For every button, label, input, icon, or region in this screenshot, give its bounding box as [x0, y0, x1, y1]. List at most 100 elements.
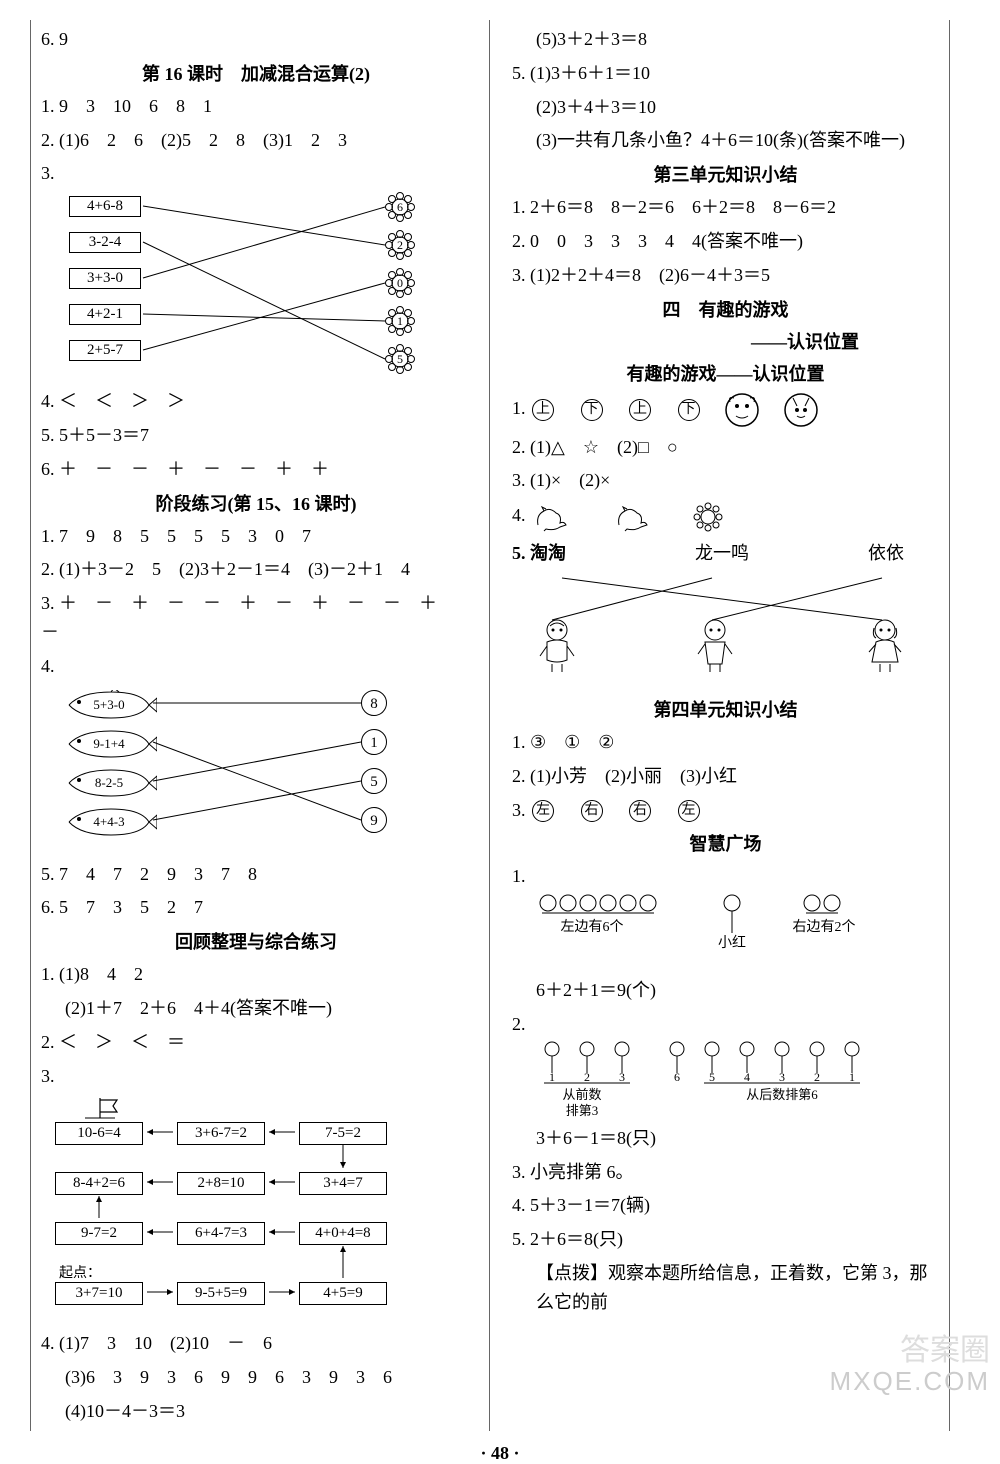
grid-box: 9-7=2	[55, 1222, 143, 1245]
flower-ring-icon	[691, 500, 725, 534]
text-line: 3. (1)2＋2＋4＝8 (2)6－4＋3＝5	[512, 261, 939, 290]
text-line: 1. ③ ① ②	[512, 728, 939, 757]
text-line: 1. 7 9 8 5 5 5 5 3 0 7	[41, 522, 471, 551]
child-icon	[860, 616, 910, 676]
fish-icon: 9-1+4	[61, 729, 157, 759]
label: 3.	[41, 163, 55, 183]
rooster-icon	[530, 501, 570, 533]
name: 依依	[868, 543, 904, 563]
text-line: (3)6 3 9 3 6 9 9 6 3 9 3 6	[41, 1363, 471, 1392]
grid-box: 3+4=7	[299, 1172, 387, 1195]
circled-char: 右	[629, 800, 651, 822]
text-line: 2. (1)＋3－2 5 (2)3＋2－1＝4 (3)－2＋1 4	[41, 555, 471, 584]
svg-text:8-2-5: 8-2-5	[95, 775, 123, 790]
circled-char: 下	[581, 399, 603, 421]
text-line: 1. (1)8 4 2	[41, 960, 471, 989]
grid-box: 8-4+2=6	[55, 1172, 143, 1195]
flower-icon: 0	[385, 268, 415, 298]
fish-label: 5+3-0	[93, 697, 124, 712]
svg-text:1: 1	[397, 314, 403, 328]
grid-box: 9-5+5=9	[177, 1282, 265, 1305]
grid-box: 10-6=4	[55, 1122, 143, 1145]
result-circle: 9	[361, 807, 387, 833]
animal-icon	[783, 392, 819, 428]
watermark-top: 答案圈	[900, 1325, 990, 1369]
expr-box: 4+6-8	[69, 196, 141, 217]
label: 1.	[512, 398, 530, 418]
watermark-bottom: MXQE.COM	[830, 1366, 990, 1397]
svg-text:2: 2	[397, 238, 403, 252]
right-column: (5)3＋2＋3＝8 5. (1)3＋6＋1＝10 (2)3＋4＋3＝10 (3…	[490, 20, 950, 1431]
text-line: 2. (1)小芳 (2)小丽 (3)小红	[512, 762, 939, 791]
text-line: 3. (1)× (2)×	[512, 466, 939, 495]
svg-text:0: 0	[397, 276, 403, 290]
svg-text:排第3: 排第3	[566, 1103, 599, 1118]
svg-text:小红: 小红	[718, 935, 746, 951]
label: 3.	[41, 1066, 55, 1086]
svg-text:2: 2	[584, 1070, 590, 1084]
circled-char: 左	[532, 800, 554, 822]
svg-text:5: 5	[397, 352, 403, 366]
q3-circles: 3. 左 右 右 左	[512, 796, 939, 825]
text-line: (4)10－4－3＝3	[41, 1397, 471, 1426]
circled-char: 上	[629, 399, 651, 421]
grid-box: 6+4-7=3	[177, 1222, 265, 1245]
flower-icon: 6	[385, 192, 415, 222]
svg-text:3: 3	[779, 1070, 785, 1084]
circled-char: 下	[678, 399, 700, 421]
flower-icon: 2	[385, 230, 415, 260]
label: 1.	[512, 866, 526, 886]
svg-text:6: 6	[397, 200, 403, 214]
lollipops2: 1 2 3 6 5 4 3 2 1 从前数 排第3 从后数排第6	[532, 1039, 932, 1119]
circled-char: 上	[532, 399, 554, 421]
text-line: (3)一共有几条小鱼？4＋6＝10(条)(答案不唯一)	[512, 126, 939, 155]
text-line: 5. 5＋5－3＝7	[41, 421, 471, 450]
svg-text:9-1+4: 9-1+4	[93, 736, 125, 751]
name: 龙一鸣	[695, 543, 749, 563]
left-column: 6. 9 第 16 课时 加减混合运算(2) 1. 9 3 10 6 8 1 2…	[30, 20, 490, 1431]
svg-text:1: 1	[849, 1070, 855, 1084]
q4-label: 4.	[41, 652, 471, 681]
text-line: 2. ＜ ＞ ＜ ＝	[41, 1028, 471, 1057]
text-line: (2)3＋4＋3＝10	[512, 93, 939, 122]
label: 左边有6个	[561, 919, 624, 935]
circled-char: 左	[678, 800, 700, 822]
diagram-grid-arrows: 10-6=4 3+6-7=2 7-5=2 8-4+2=6 2+8=10 3+4=…	[45, 1094, 405, 1324]
rooster-icon	[611, 501, 651, 533]
name: 5. 淘淘	[512, 543, 566, 563]
section-title: 阶段练习(第 15、16 课时)	[41, 490, 471, 516]
flower-icon: 5	[385, 344, 415, 374]
text-line: 1. 9 3 10 6 8 1	[41, 92, 471, 121]
text-line: 3. ＋ － ＋ － － ＋ － ＋ － － ＋ －	[41, 589, 471, 647]
text-line: (5)3＋2＋3＝8	[512, 25, 939, 54]
text-line: 4. ＜ ＜ ＞ ＞	[41, 387, 471, 416]
text-line: 6. 5 7 3 5 2 7	[41, 893, 471, 922]
label: 4.	[512, 505, 526, 525]
q1-circles: 1. 上 下 上 下	[512, 392, 939, 428]
diagram-fish-match: 5+3-0 9-1+4 8-2-5 4+4-3 8 1 5 9	[61, 685, 421, 855]
text-line: 2. 0 0 3 3 3 4 4(答案不唯一)	[512, 227, 939, 256]
text-line: 6. 9	[41, 25, 471, 54]
section-title: 四 有趣的游戏	[512, 296, 939, 322]
grid-box: 3+7=10	[55, 1282, 143, 1305]
q2-label: 2.	[512, 1010, 939, 1039]
section-title: 第四单元知识小结	[512, 696, 939, 722]
diagram-flower-match: 4+6-8 3-2-4 3+3-0 4+2-1 2+5-7 6 2 0 1 5	[65, 192, 465, 382]
section-subtitle2: 有趣的游戏——认识位置	[512, 360, 939, 386]
q3b-label: 3.	[41, 1062, 471, 1091]
svg-text:2: 2	[814, 1070, 820, 1084]
start-label: 起点：	[59, 1262, 101, 1282]
child-icon	[690, 616, 740, 676]
text-line: 3. 小亮排第 6。	[512, 1158, 939, 1187]
text-line: 2. (1)△ ☆ (2)□ ○	[512, 433, 939, 462]
svg-text:从前数: 从前数	[562, 1087, 601, 1102]
text-line: 5. (1)3＋6＋1＝10	[512, 59, 939, 88]
page-number: · 48 ·	[0, 1443, 1000, 1464]
q3-label: 3.	[41, 159, 471, 188]
text-line: 6. ＋ － － ＋ － － ＋ ＋	[41, 455, 471, 484]
grid-box: 7-5=2	[299, 1122, 387, 1145]
text-line: 3＋6－1＝8(只)	[512, 1124, 939, 1153]
circled-char: 右	[581, 800, 603, 822]
text-line: 6＋2＋1＝9(个)	[512, 976, 939, 1005]
result-circle: 5	[361, 768, 387, 794]
